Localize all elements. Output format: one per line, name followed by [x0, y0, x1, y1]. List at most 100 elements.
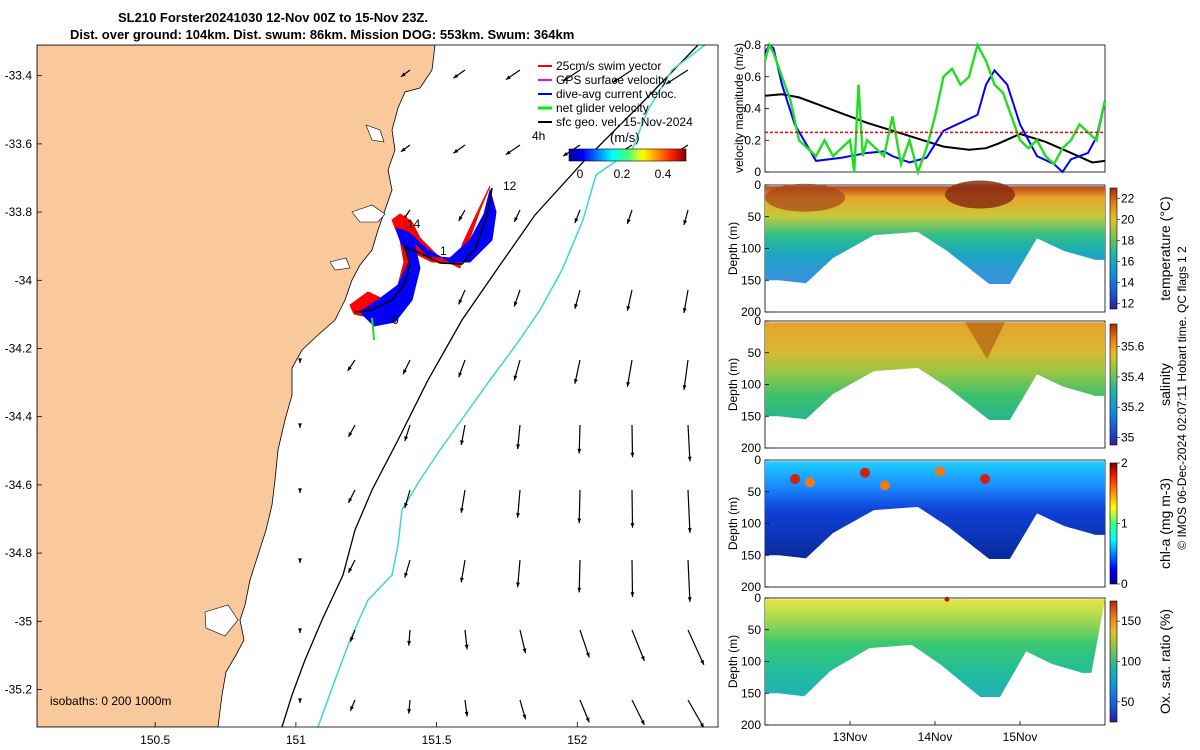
oxygen-high-point: [944, 596, 950, 602]
colorbar-temperature: [1109, 187, 1118, 310]
colorbar-chlorophyll: [1109, 462, 1118, 585]
vector-arrowhead: [453, 148, 459, 154]
map-y-tick-label: -34.8: [5, 546, 33, 560]
section-y-tick-label: 0: [754, 178, 761, 192]
time-tick-label: 14Nov: [918, 730, 953, 744]
title-line-1: SL210 Forster20241030 12-Nov 00Z to 15-N…: [118, 10, 428, 25]
map-y-tick-label: -33.4: [5, 69, 33, 83]
velocity-ylabel: velocity magnitude (m/s): [732, 43, 746, 173]
vector-arrowhead: [573, 378, 578, 384]
time-tick-label: 13Nov: [833, 730, 868, 744]
colorbar-tick-label: 50: [1121, 695, 1135, 709]
section-field-temperature: [765, 186, 1105, 285]
vector-arrowhead: [682, 308, 687, 313]
vector-arrowhead: [683, 220, 688, 225]
section-field-salinity: [765, 322, 1105, 421]
chl-high-point: [805, 477, 815, 488]
map-y-tick-label: -34: [15, 273, 33, 287]
map-y-tick-label: -35.2: [5, 682, 33, 696]
section-y-tick-label: 50: [748, 623, 762, 637]
chl-high-point: [980, 474, 990, 485]
vector-arrowhead: [516, 512, 520, 518]
velocity-series-black: [764, 93, 1106, 164]
vector-arrowhead: [298, 423, 302, 428]
coastal-inlet-1: [351, 204, 386, 223]
vector-arrowhead: [577, 518, 582, 524]
velocity-y-tick-label: 0.2: [744, 133, 761, 147]
vector-arrowhead: [585, 652, 590, 658]
vector-arrow: [687, 489, 691, 533]
vector-arrowhead: [666, 79, 672, 84]
vector-arrow: [631, 559, 634, 597]
colorbar-label-oxygen: Ox. sat. ratio (%): [1157, 609, 1173, 714]
vector-arrowhead: [522, 648, 527, 654]
velocity-y-tick-label: 0.4: [744, 102, 761, 116]
isobath-1000m: [281, 45, 699, 727]
salinity-max-patch: [965, 322, 1005, 360]
colorbar-tick-label: 35.6: [1121, 340, 1145, 354]
vector-arrowhead: [348, 567, 353, 573]
vector-arrowhead: [464, 644, 469, 650]
map-y-tick-label: -34.2: [5, 341, 33, 355]
vector-arrowhead: [458, 215, 463, 221]
velocity-series: [763, 41, 1107, 177]
colorbar-tick-label: 22: [1121, 192, 1135, 206]
chl-high-point: [935, 466, 945, 477]
colorbar-tick-label: 35: [1121, 430, 1135, 444]
vector-arrow: [631, 629, 645, 662]
section-y-tick-label: 0: [754, 591, 761, 605]
track-label-1: 1: [440, 244, 447, 258]
colorbar-tick-label: 100: [1121, 655, 1141, 669]
speed-tick-0: 0: [577, 167, 584, 181]
vector-arrowhead: [513, 375, 518, 381]
map-frame: [36, 44, 719, 728]
vector-arrowhead: [522, 714, 527, 720]
section-y-tick-label: 100: [741, 378, 761, 392]
vector-arrow: [517, 489, 521, 518]
legend-label-gps: GPS surface velocity: [556, 73, 667, 87]
vector-arrowhead: [400, 72, 406, 77]
vector-arrow: [687, 629, 705, 666]
vector-arrow: [687, 559, 691, 602]
map-legend: 25cm/s swim vector GPS surface velocity …: [538, 59, 693, 181]
vector-arrowhead: [626, 381, 631, 387]
colorbar-label-salinity: salinity: [1157, 363, 1173, 406]
section-field-oxygen: [765, 599, 1105, 698]
vector-arrowhead: [298, 358, 302, 363]
velocity-y-tick-label: 0: [754, 165, 761, 179]
vector-arrowhead: [298, 488, 302, 493]
section-panel-chlorophyll: 0 50 100 150 200 Depth (m) 2 1 0 chl-a (mg m-3): [726, 453, 1173, 594]
warm-patch-west: [765, 183, 845, 212]
velocity-y-tick-label: 0.6: [744, 70, 761, 84]
map-y-tick-label: -35: [15, 614, 33, 628]
speed-tick-0.2: 0.2: [614, 167, 631, 181]
colorbar-tick-label: 18: [1121, 234, 1135, 248]
vector-arrowhead: [687, 456, 692, 462]
colorbar-tick-label: 35.4: [1121, 370, 1145, 384]
vector-arrowhead: [682, 385, 687, 390]
vector-arrowhead: [574, 303, 578, 309]
geostrophic-vector-field: [298, 69, 705, 727]
vector-arrowhead: [458, 372, 463, 378]
legend-label-geo: sfc geo. vel. 15-Nov-2024: [556, 115, 693, 129]
section-y-tick-label: 150: [741, 548, 761, 562]
vector-arrowhead: [404, 502, 408, 508]
section-ylabel: Depth (m): [726, 635, 740, 688]
section-y-tick-label: 100: [741, 242, 761, 256]
section-y-tick-label: 200: [741, 580, 761, 594]
section-ylabel: Depth (m): [726, 222, 740, 275]
chl-high-point: [880, 480, 890, 491]
section-ylabel: Depth (m): [726, 358, 740, 411]
vector-arrowhead: [700, 659, 704, 665]
vector-arrow: [578, 559, 581, 593]
section-y-tick-label: 200: [741, 441, 761, 455]
vector-arrow: [631, 489, 634, 528]
vector-arrowhead: [460, 440, 464, 446]
map-x-tick-label: 151.5: [422, 733, 452, 747]
track-blue-current: [359, 188, 497, 327]
legend-label-swim: 25cm/s swim vector: [556, 59, 661, 73]
vector-arrowhead: [630, 592, 635, 597]
vector-arrowhead: [626, 305, 631, 311]
